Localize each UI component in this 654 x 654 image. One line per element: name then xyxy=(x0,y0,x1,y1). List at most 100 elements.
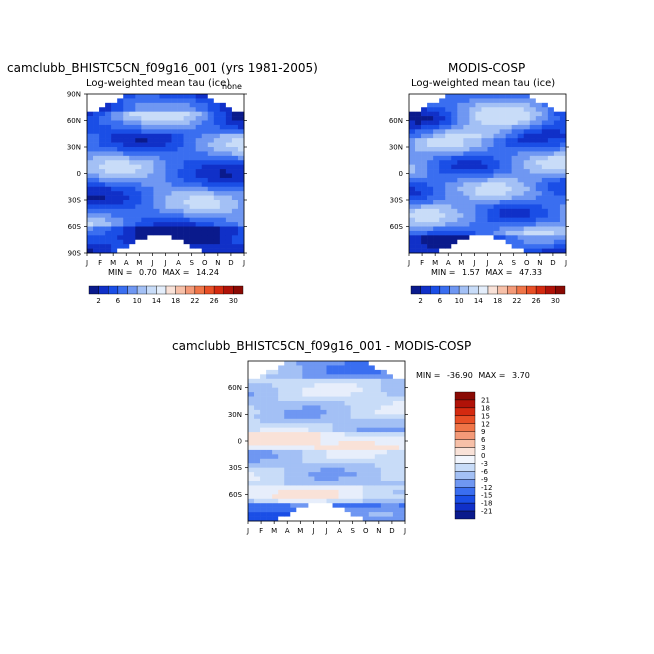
plot2-cell xyxy=(511,133,518,139)
plot3-cell xyxy=(296,494,303,500)
plot1-cell xyxy=(165,217,172,223)
plot1-cell xyxy=(147,164,154,170)
plot3-cell xyxy=(320,401,327,406)
plot1-cell xyxy=(87,107,94,112)
plot2-cell xyxy=(499,160,506,165)
plot2-cell xyxy=(523,142,531,148)
plot1-cell xyxy=(111,98,118,104)
plot3-cell xyxy=(344,432,351,437)
plot1-cell xyxy=(171,164,178,170)
plot1-cell xyxy=(183,182,190,188)
plot3-cell xyxy=(302,476,309,482)
plot3-cell xyxy=(290,361,297,366)
plot1-cell xyxy=(207,186,215,192)
plot3-cell xyxy=(248,374,255,380)
plot1-cell xyxy=(225,244,233,249)
plot1-cell xyxy=(183,244,190,249)
plot1-cell xyxy=(171,248,178,254)
plot2-cell xyxy=(541,244,549,249)
plot1-cell xyxy=(99,195,106,201)
plot2-cell xyxy=(463,124,470,130)
plot1-max-label: MAX = xyxy=(162,268,190,277)
plot1-cell xyxy=(147,169,154,174)
plot3-cell xyxy=(254,387,261,393)
plot3-cell xyxy=(320,454,327,460)
plot1-cell xyxy=(195,213,203,218)
plot3-cell xyxy=(296,418,303,424)
plot3-cell xyxy=(254,365,261,371)
plot1-cell xyxy=(177,147,184,152)
plot2-cell xyxy=(445,186,452,192)
plot1-cell xyxy=(219,204,227,210)
plot3-cell xyxy=(272,361,279,366)
plot3-cell xyxy=(314,369,321,375)
plot2-cell xyxy=(511,120,518,126)
plot3-cell xyxy=(314,387,321,393)
plot3-cell xyxy=(296,472,303,477)
plot3-cell xyxy=(266,396,273,402)
plot2-cell xyxy=(439,182,446,188)
plot1-legend-label: 6 xyxy=(116,297,121,305)
plot2-cell xyxy=(559,200,567,205)
plot3-cell xyxy=(272,436,279,442)
plot1-cell xyxy=(147,226,154,232)
plot1-legend-swatch xyxy=(194,285,205,295)
plot2-cell xyxy=(535,107,543,112)
plot1-cell xyxy=(93,235,100,241)
plot3-cell xyxy=(284,441,291,446)
plot3-cell xyxy=(368,494,376,500)
plot2-cell xyxy=(493,177,500,183)
plot3-cell xyxy=(302,396,309,402)
plot3-cell xyxy=(326,449,333,455)
plot1-cell xyxy=(237,235,245,241)
plot2-cell xyxy=(493,155,500,161)
plot2-cell xyxy=(409,195,416,201)
plot1-legend-swatch xyxy=(136,285,147,295)
plot3-cell xyxy=(392,427,400,433)
plot3-cell xyxy=(374,498,382,504)
plot2-cell xyxy=(451,204,458,210)
plot1-cell xyxy=(123,222,130,227)
plot3-cell xyxy=(284,445,291,451)
plot1-cell xyxy=(141,244,148,249)
plot1-cell xyxy=(141,200,148,205)
plot2-cell xyxy=(547,248,555,254)
plot3-cell xyxy=(398,454,406,460)
plot1-cell xyxy=(105,98,112,104)
plot1-cell xyxy=(159,129,166,135)
plot1-cell xyxy=(177,155,184,161)
plot2-cell xyxy=(487,200,494,205)
plot3-cell xyxy=(356,387,364,393)
plot1-cell xyxy=(183,222,190,227)
plot1-cell xyxy=(147,208,154,214)
plot1-cell xyxy=(123,94,130,99)
plot2-cell xyxy=(499,186,506,192)
plot1-cell xyxy=(165,248,172,254)
plot2-cell xyxy=(553,191,561,196)
plot1-cell xyxy=(201,107,209,112)
plot1-cell xyxy=(183,186,190,192)
plot3-cell xyxy=(356,472,364,477)
plot1-cell xyxy=(231,124,239,130)
plot2-cell xyxy=(547,129,555,135)
plot3-cell xyxy=(308,361,315,366)
plot3-cell xyxy=(320,489,327,495)
plot3-cell xyxy=(296,378,303,384)
plot1-cell xyxy=(129,138,136,143)
plot1-cell xyxy=(129,195,136,201)
plot3-cell xyxy=(386,361,394,366)
plot3-cell xyxy=(368,454,376,460)
plot1-cell xyxy=(93,120,100,126)
plot2-cell xyxy=(415,102,422,108)
plot3-cell xyxy=(296,445,303,451)
plot1-cell xyxy=(201,164,209,170)
plot2-ytick-label: 0 xyxy=(399,170,403,178)
plot1-cell xyxy=(237,208,245,214)
plot2-cell xyxy=(457,235,464,241)
plot1-cell xyxy=(237,244,245,249)
plot1-cell xyxy=(117,120,124,126)
plot1-cell xyxy=(129,177,136,183)
plot1-cell xyxy=(123,151,130,157)
plot2-cell xyxy=(463,239,470,245)
plot3-cell xyxy=(254,449,261,455)
